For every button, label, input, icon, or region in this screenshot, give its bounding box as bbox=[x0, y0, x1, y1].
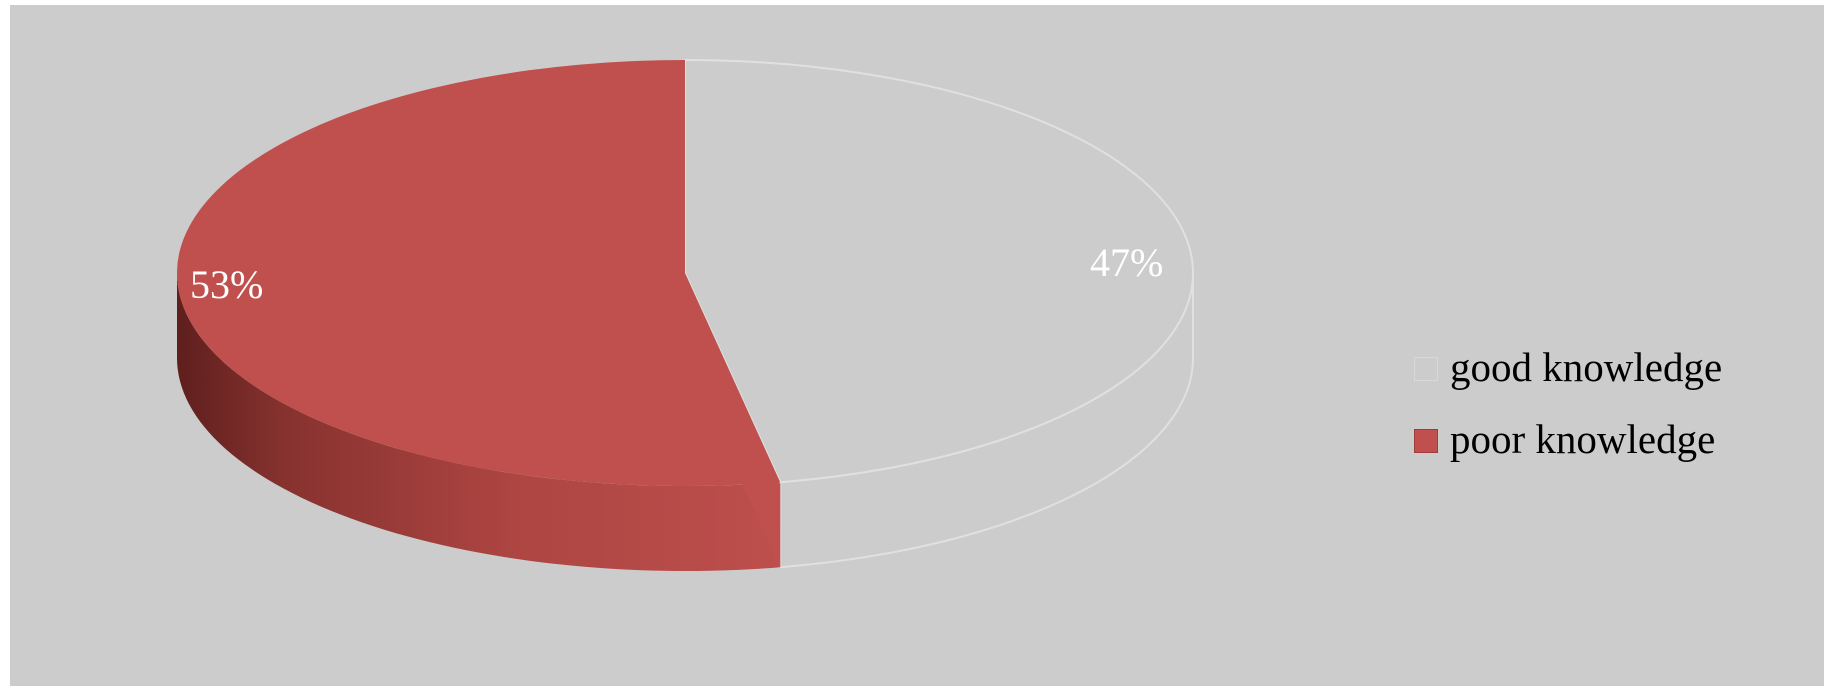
legend-label-poor-knowledge: poor knowledge bbox=[1450, 416, 1716, 462]
pie-slice-good-knowledge bbox=[684, 58, 1194, 484]
chart-area: 47% 53% good knowledge poor knowledge bbox=[10, 5, 1824, 686]
pie-slice-poor-knowledge bbox=[176, 60, 781, 486]
legend-label-good-knowledge: good knowledge bbox=[1450, 344, 1723, 390]
legend-swatch-poor-knowledge bbox=[1414, 429, 1438, 453]
data-label-poor-knowledge: 53% bbox=[190, 262, 263, 307]
pie-chart: 47% 53% bbox=[176, 58, 1194, 571]
legend-swatch-good-knowledge bbox=[1414, 357, 1438, 381]
pie-side-poor-knowledge bbox=[177, 273, 781, 571]
data-label-good-knowledge: 47% bbox=[1090, 240, 1163, 285]
